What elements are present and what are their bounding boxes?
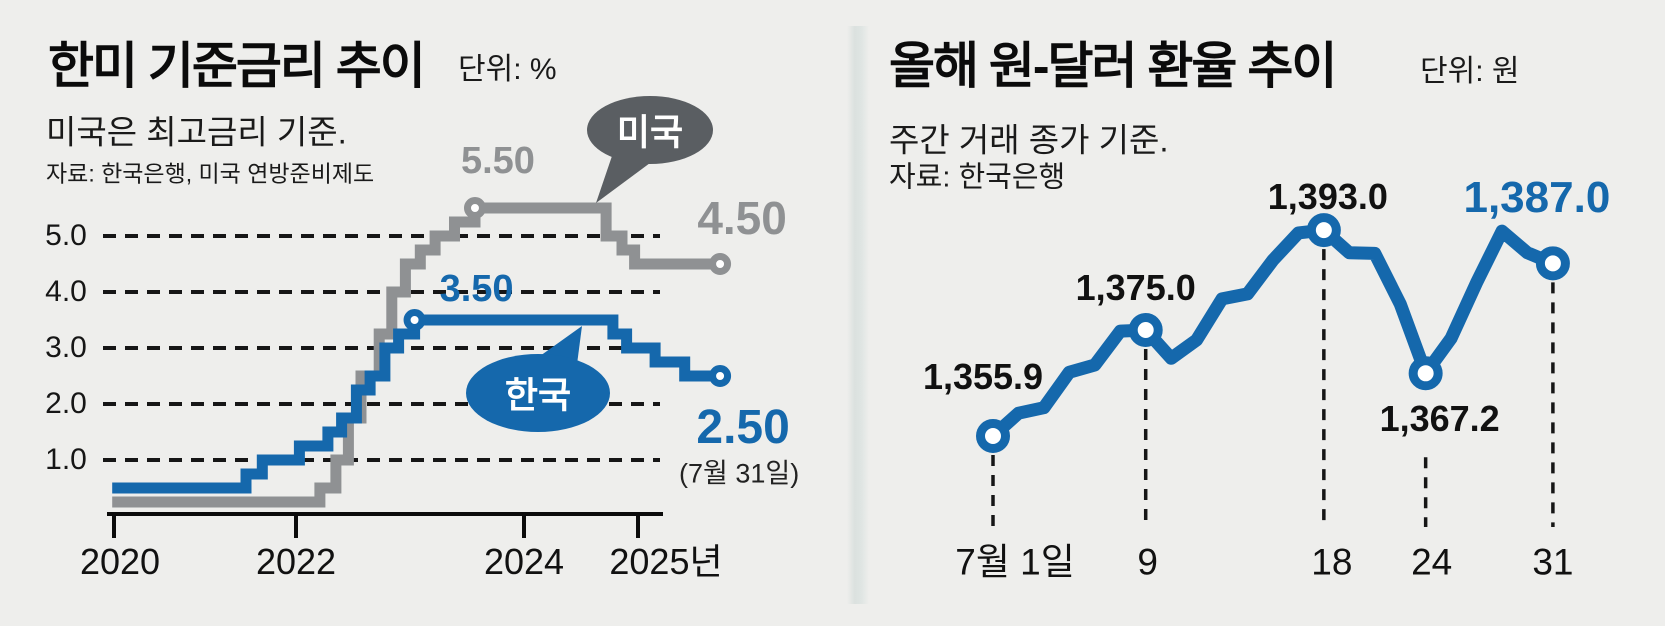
- series-line-미국: [112, 202, 721, 508]
- marker-krw-usd-7/24: [1408, 356, 1443, 391]
- x-axis-tick-label-2022: 2022: [255, 541, 337, 582]
- x-axis-tick-label-2025: 2025년: [609, 541, 723, 582]
- value-label-한국-2.50: 2.50: [696, 401, 790, 454]
- value-label-krw-usd-1,355.9: 1,355.9: [922, 356, 1044, 397]
- value-label-한국-3.50: 3.50: [439, 268, 514, 310]
- marker-미국-0: [463, 197, 486, 219]
- left-panel: 한미 기준금리 추이 단위: % 미국은 최고금리 기준. 자료: 한국은행, …: [46, 38, 557, 187]
- marker-미국-1: [709, 253, 732, 275]
- right-chart-source: 자료: 한국은행: [889, 161, 1066, 194]
- value-label-krw-usd-1,393.0: 1,393.0: [1267, 176, 1388, 218]
- marker-krw-usd-7/1: [976, 419, 1010, 453]
- callout-tail-미국: [596, 156, 650, 203]
- series-line-한국: [112, 314, 721, 494]
- right-panel: 올해 원-달러 환율 추이 단위: 원 주간 거래 종가 기준. 자료: 한국은…: [845, 0, 1665, 626]
- right-chart-title: 올해 원-달러 환율 추이: [889, 38, 1337, 94]
- x-axis-tick-label-2024: 2024: [483, 541, 565, 582]
- x-axis-tick-label-24: 24: [1411, 541, 1453, 583]
- left-chart-source: 자료: 한국은행, 미국 연방준비제도: [46, 160, 375, 187]
- callout-bubble-한국: [466, 354, 610, 432]
- left-chart-subtitle: 미국은 최고금리 기준.: [46, 113, 347, 151]
- x-axis-tick-label-18: 18: [1311, 541, 1353, 583]
- marker-krw-usd-7/9: [1128, 312, 1163, 347]
- callout-bubble-미국: [587, 96, 713, 164]
- value-label-한국-(7월 31일): (7월 31일): [678, 458, 800, 489]
- y-axis-tick-label-4.0: 4.0: [45, 275, 87, 308]
- x-axis-tick-label-31: 31: [1532, 541, 1574, 583]
- right-chart-subtitle: 주간 거래 종가 기준.: [889, 121, 1169, 159]
- callout-text-한국: 한국: [505, 375, 571, 416]
- marker-krw-usd-7/31: [1535, 246, 1570, 281]
- callout-text-미국: 미국: [617, 112, 683, 153]
- right-chart-unit-label: 단위: 원: [1420, 55, 1520, 88]
- x-axis-tick-label-2020: 2020: [79, 541, 161, 582]
- series-line-krw-usd: [986, 223, 1560, 443]
- value-label-krw-usd-1,375.0: 1,375.0: [1075, 266, 1196, 308]
- marker-krw-usd-7/18: [1306, 213, 1341, 248]
- panel-divider: [847, 26, 869, 604]
- left-chart-title: 한미 기준금리 추이: [48, 38, 426, 94]
- x-axis-tick-label-7월 1일: 7월 1일: [955, 541, 1075, 583]
- value-label-미국-5.50: 5.50: [460, 140, 535, 182]
- y-axis-tick-label-3.0: 3.0: [45, 331, 87, 364]
- left-chart-unit-label: 단위: %: [458, 53, 557, 86]
- value-label-krw-usd-1,367.2: 1,367.2: [1379, 398, 1500, 440]
- value-label-미국-4.50: 4.50: [697, 192, 787, 244]
- y-axis-tick-label-2.0: 2.0: [45, 387, 87, 420]
- marker-한국-1: [709, 365, 732, 387]
- marker-한국-0: [403, 309, 426, 331]
- y-axis-tick-label-1.0: 1.0: [45, 443, 87, 476]
- x-axis-tick-label-9: 9: [1137, 541, 1158, 583]
- value-label-krw-usd-1,387.0: 1,387.0: [1463, 173, 1611, 223]
- y-axis-tick-label-5.0: 5.0: [45, 219, 87, 252]
